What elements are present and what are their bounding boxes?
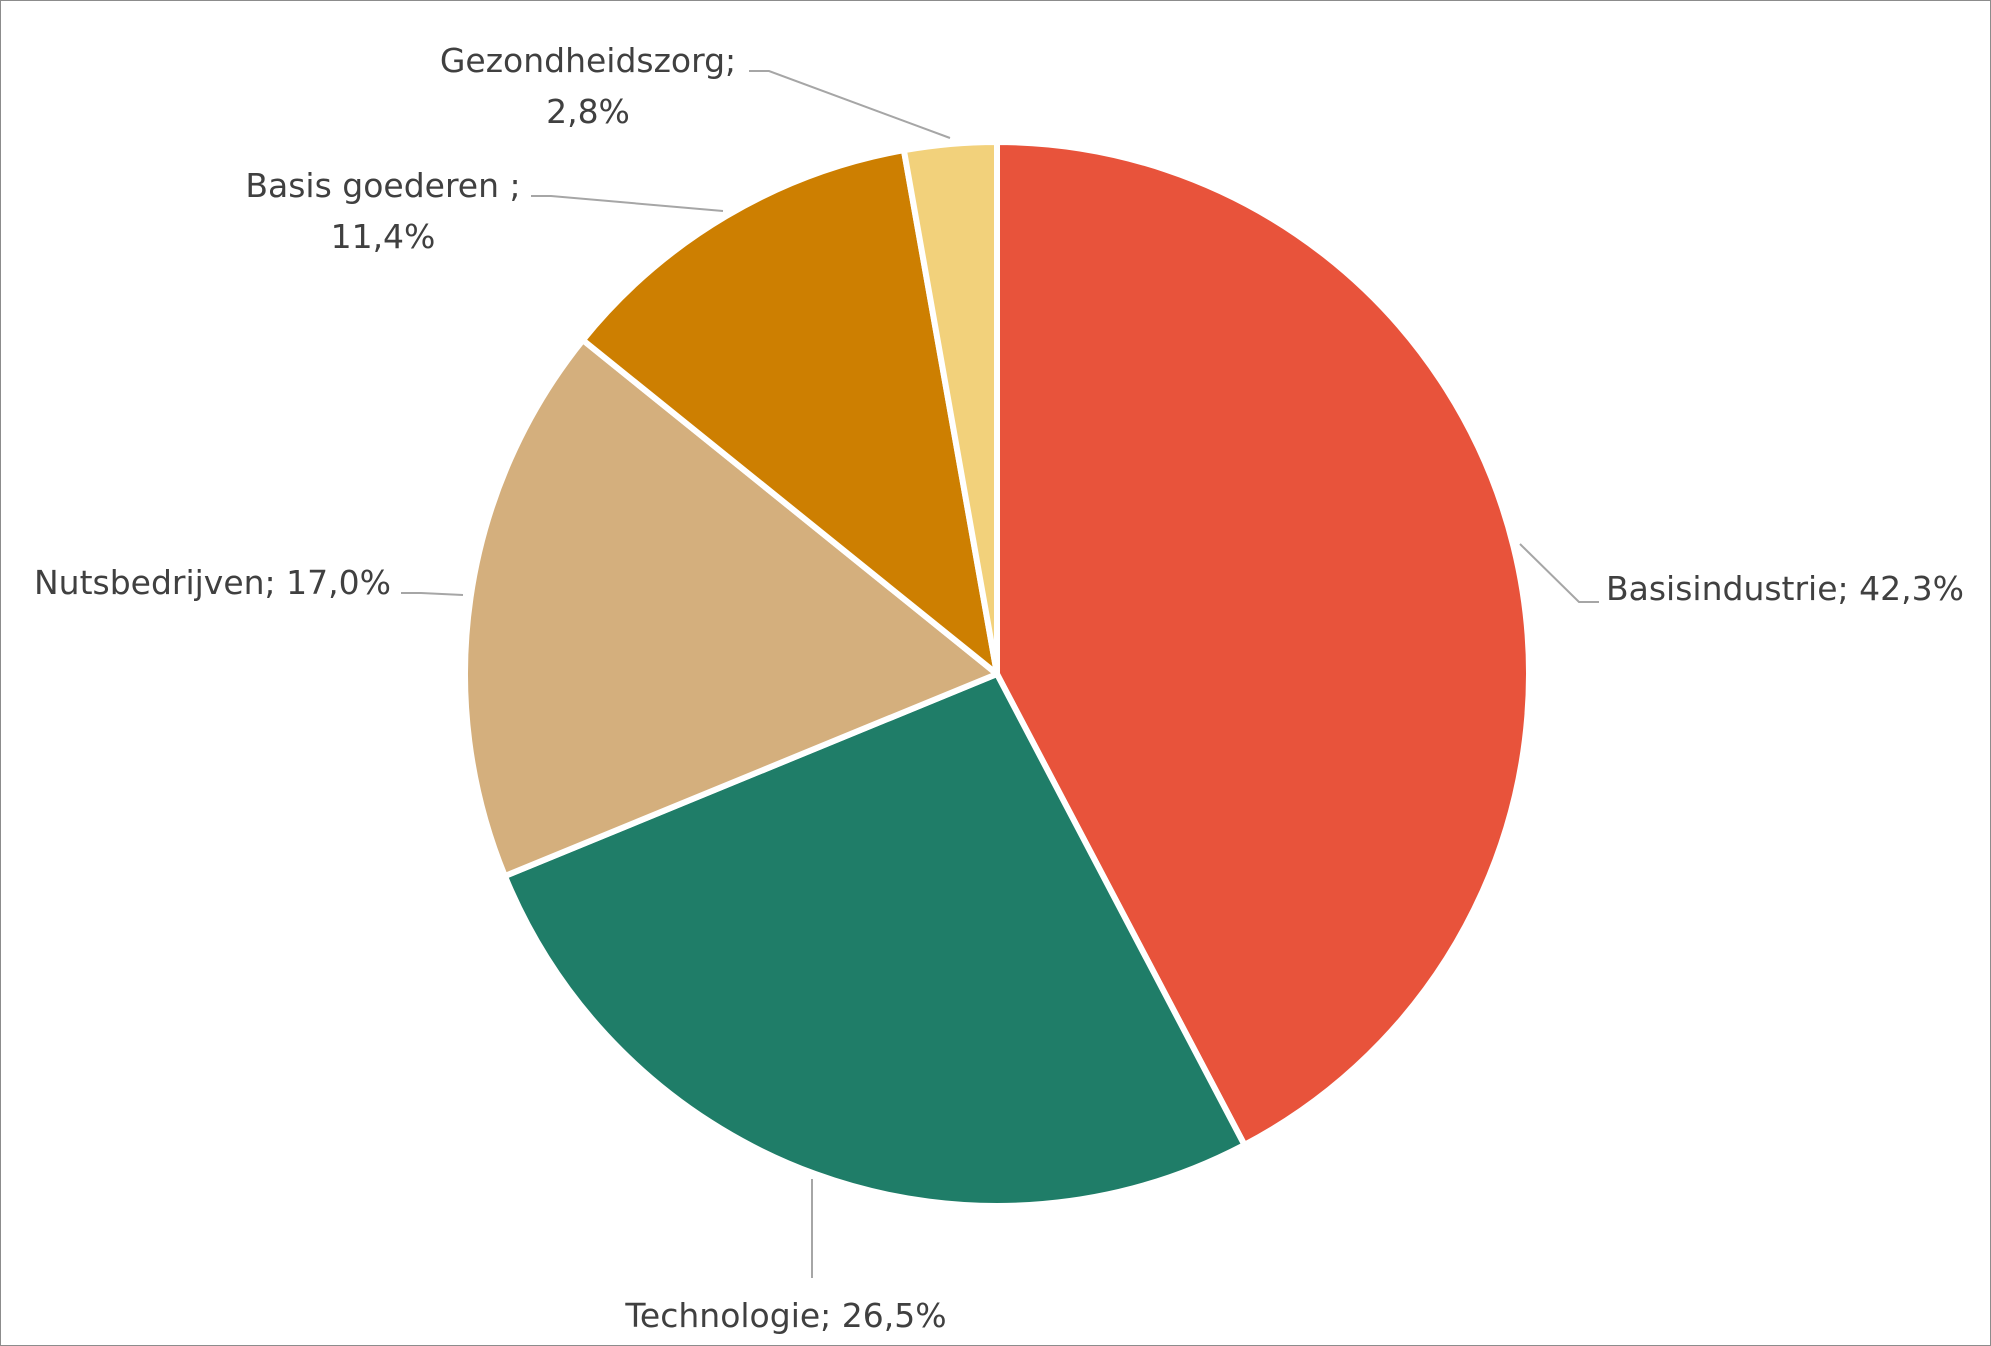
- data-label-basis-goederen-name: Basis goederen ;: [245, 166, 520, 205]
- pie-slice-gezondheidszorg: [900, 139, 1000, 677]
- leader-line-nutsbedrijven: [401, 592, 464, 596]
- leader-line-gezondheidszorg: [749, 70, 951, 139]
- pie-slice-nutsbedrijven: [462, 337, 1000, 880]
- leader-line-basisindustrie: [1519, 543, 1599, 603]
- data-label-gezondheidszorg-name: Gezondheidszorg;: [440, 41, 736, 80]
- data-label-nutsbedrijven: Nutsbedrijven; 17,0%: [34, 563, 391, 602]
- data-label-basis-goederen-percent: 11,4%: [331, 217, 436, 256]
- data-label-gezondheidszorg-percent: 2,8%: [546, 92, 630, 131]
- pie-slice-technologie: [501, 671, 1248, 1209]
- data-label-basisindustrie: Basisindustrie; 42,3%: [1606, 569, 1964, 608]
- pie-slice-basis-goederen: [579, 147, 1000, 677]
- pie-slice-basisindustrie: [994, 139, 1532, 1148]
- data-label-technologie: Technologie; 26,5%: [624, 1296, 946, 1335]
- leader-line-basis-goederen: [531, 195, 724, 212]
- leader-lines-layer: [401, 70, 1599, 1278]
- slices-layer: [462, 139, 1532, 1209]
